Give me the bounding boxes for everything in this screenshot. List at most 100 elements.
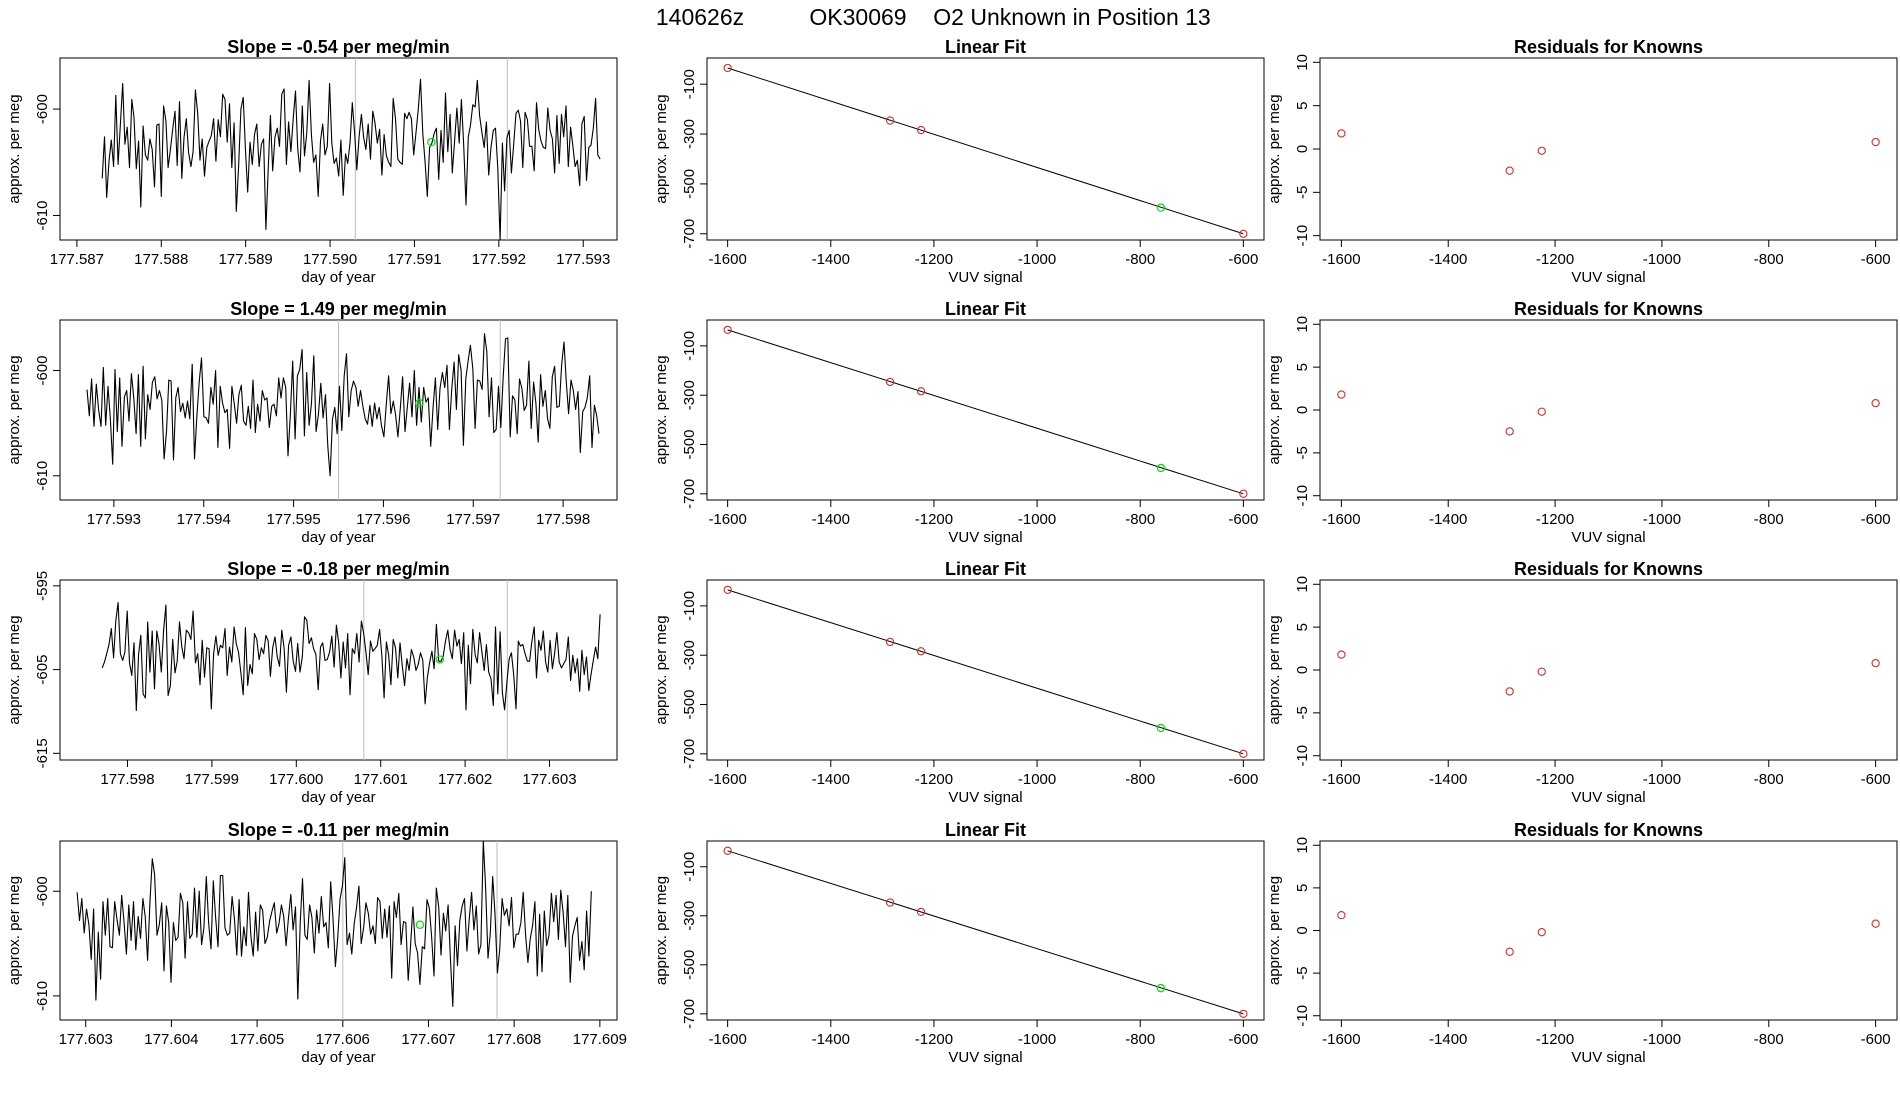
known-point [916, 125, 926, 135]
x-tick-label: -1400 [812, 511, 850, 528]
panel-r2-resid: Residuals for Knowns -1600 -1400 -1200 -1000… [1266, 299, 1898, 546]
x-tick-label: 177.592 [472, 251, 526, 268]
plot-frame [706, 319, 1265, 501]
panel-r2-trace: Slope = 1.49 per meg/min 177.593 177.594 17… [6, 299, 618, 546]
unknown-point [1156, 723, 1166, 733]
x-tick-label: -1000 [1643, 511, 1681, 528]
residual-point [1871, 137, 1880, 147]
x-tick-label: -1200 [1536, 1031, 1574, 1048]
panel-title: Residuals for Knowns [1514, 820, 1703, 840]
x-tick-label: 177.603 [59, 1031, 113, 1048]
y-tick-label: -600 [34, 94, 51, 124]
x-axis-label: day of year [301, 1049, 375, 1066]
signal-line [101, 602, 601, 712]
y-tick-label: -500 [681, 169, 698, 199]
x-tick-label: -1200 [1536, 771, 1574, 788]
y-tick-label: -500 [681, 430, 698, 460]
panel-r4-resid: Residuals for Knowns -1600 -1400 -1200 -1000… [1266, 820, 1898, 1066]
y-tick-label: 10 [1294, 837, 1311, 854]
residual-point [1337, 650, 1346, 659]
x-tick-label: -800 [1754, 771, 1784, 788]
panel-r1-trace: Slope = -0.54 per meg/min 177.587 177.588 1… [6, 37, 618, 286]
y-axis-label: approx. per meg [1266, 355, 1283, 464]
x-tick-label: -800 [1754, 251, 1784, 268]
x-axis-label: VUV signal [948, 1049, 1022, 1066]
residual-point [1505, 427, 1514, 436]
y-tick-label: -100 [681, 591, 698, 621]
y-tick-label: -100 [681, 69, 698, 99]
x-tick-label: -1400 [812, 1031, 850, 1048]
known-point [885, 637, 895, 647]
plot-frame [59, 840, 618, 1021]
signal-line [86, 333, 600, 477]
panel-title: Linear Fit [945, 299, 1026, 319]
x-tick-label: -800 [1754, 1031, 1784, 1048]
x-tick-label: 177.590 [303, 251, 357, 268]
x-tick-label: -1000 [1018, 1031, 1056, 1048]
x-tick-label: 177.606 [316, 1031, 370, 1048]
x-axis-label: VUV signal [1571, 529, 1645, 546]
residual-point [1537, 667, 1546, 676]
x-tick-label: 177.609 [573, 1031, 627, 1048]
x-tick-label: 177.600 [269, 771, 323, 788]
panel-title: Slope = -0.11 per meg/min [228, 820, 450, 840]
y-axis-label: approx. per meg [6, 615, 23, 724]
x-tick-label: -1000 [1018, 251, 1056, 268]
x-tick-label: -1200 [915, 251, 953, 268]
signal-line [101, 78, 601, 241]
x-tick-label: -600 [1861, 1031, 1891, 1048]
y-tick-label: 0 [1294, 666, 1311, 674]
residual-point [1505, 947, 1514, 956]
y-tick-label: 5 [1294, 101, 1311, 109]
residual-point [1537, 146, 1546, 155]
x-tick-label: 177.607 [401, 1031, 455, 1048]
known-point [723, 585, 732, 595]
x-tick-label: -600 [1861, 511, 1891, 528]
residual-point [1871, 658, 1880, 668]
panel-title: Residuals for Knowns [1514, 299, 1703, 319]
x-tick-label: -1200 [915, 1031, 953, 1048]
x-tick-label: -1600 [1322, 1031, 1360, 1048]
y-tick-label: -595 [34, 571, 51, 601]
y-tick-label: -300 [681, 640, 698, 670]
x-tick-label: -1400 [812, 771, 850, 788]
x-tick-label: 177.589 [219, 251, 273, 268]
x-tick-label: -800 [1754, 511, 1784, 528]
panel-r3-fit: Linear Fit -1600 -1400 -1200 -1000 -800 -600 -1… [653, 559, 1265, 806]
x-tick-label: -1400 [1429, 511, 1467, 528]
y-tick-label: -300 [681, 119, 698, 149]
x-tick-label: -1600 [1322, 511, 1360, 528]
y-axis-label: approx. per meg [653, 876, 670, 985]
y-axis-label: approx. per meg [1266, 94, 1283, 203]
x-tick-label: 177.599 [185, 771, 239, 788]
x-tick-label: -1400 [1429, 251, 1467, 268]
unknown-point [1156, 463, 1166, 473]
panel-title: Linear Fit [945, 559, 1026, 579]
y-tick-label: -10 [1294, 745, 1311, 767]
y-tick-label: -5 [1294, 706, 1311, 719]
y-tick-label: -10 [1294, 1005, 1311, 1027]
panel-title: Linear Fit [945, 37, 1026, 57]
residual-point [1871, 919, 1880, 928]
x-axis-label: day of year [301, 789, 375, 806]
panel-r3-resid: Residuals for Knowns -1600 -1400 -1200 -1000… [1266, 559, 1898, 806]
known-point [1239, 229, 1248, 238]
x-tick-label: 177.598 [100, 771, 154, 788]
x-tick-label: -600 [1228, 511, 1258, 528]
y-tick-label: 10 [1294, 576, 1311, 593]
y-tick-label: -100 [681, 852, 698, 882]
x-tick-label: -1000 [1018, 771, 1056, 788]
x-tick-label: 177.608 [487, 1031, 541, 1048]
x-tick-label: -1200 [1536, 251, 1574, 268]
x-tick-label: -1200 [915, 511, 953, 528]
y-tick-label: -600 [34, 356, 51, 386]
y-tick-label: -500 [681, 950, 698, 980]
known-point [723, 63, 732, 73]
residual-point [1871, 398, 1880, 408]
x-axis-label: day of year [301, 529, 375, 546]
known-point [885, 377, 895, 387]
x-tick-label: -1400 [1429, 1031, 1467, 1048]
y-tick-label: -700 [681, 219, 698, 249]
y-tick-label: 0 [1294, 926, 1311, 934]
